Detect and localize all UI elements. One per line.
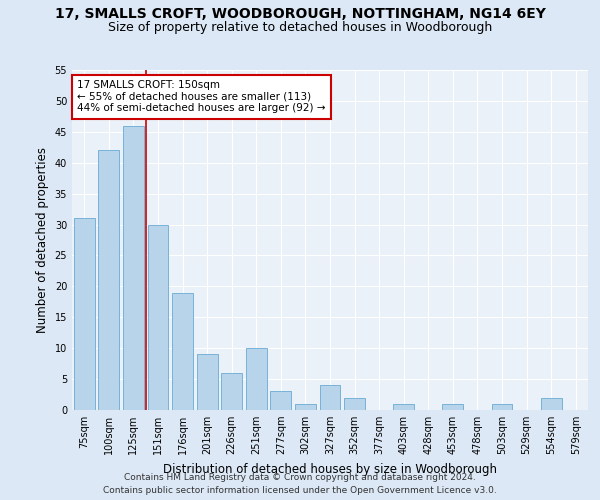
Bar — [295, 404, 316, 410]
Bar — [442, 404, 463, 410]
Text: Size of property relative to detached houses in Woodborough: Size of property relative to detached ho… — [108, 21, 492, 34]
Bar — [148, 224, 169, 410]
Bar — [344, 398, 365, 410]
Bar — [271, 392, 292, 410]
X-axis label: Distribution of detached houses by size in Woodborough: Distribution of detached houses by size … — [163, 462, 497, 475]
Text: 17 SMALLS CROFT: 150sqm
← 55% of detached houses are smaller (113)
44% of semi-d: 17 SMALLS CROFT: 150sqm ← 55% of detache… — [77, 80, 326, 114]
Text: Contains HM Land Registry data © Crown copyright and database right 2024.
Contai: Contains HM Land Registry data © Crown c… — [103, 474, 497, 495]
Text: 17, SMALLS CROFT, WOODBOROUGH, NOTTINGHAM, NG14 6EY: 17, SMALLS CROFT, WOODBOROUGH, NOTTINGHA… — [55, 8, 545, 22]
Bar — [221, 373, 242, 410]
Bar — [393, 404, 414, 410]
Bar — [172, 292, 193, 410]
Bar — [197, 354, 218, 410]
Bar — [246, 348, 267, 410]
Bar — [98, 150, 119, 410]
Bar — [491, 404, 512, 410]
Y-axis label: Number of detached properties: Number of detached properties — [36, 147, 49, 333]
Bar — [541, 398, 562, 410]
Bar — [74, 218, 95, 410]
Bar — [123, 126, 144, 410]
Bar — [320, 386, 340, 410]
